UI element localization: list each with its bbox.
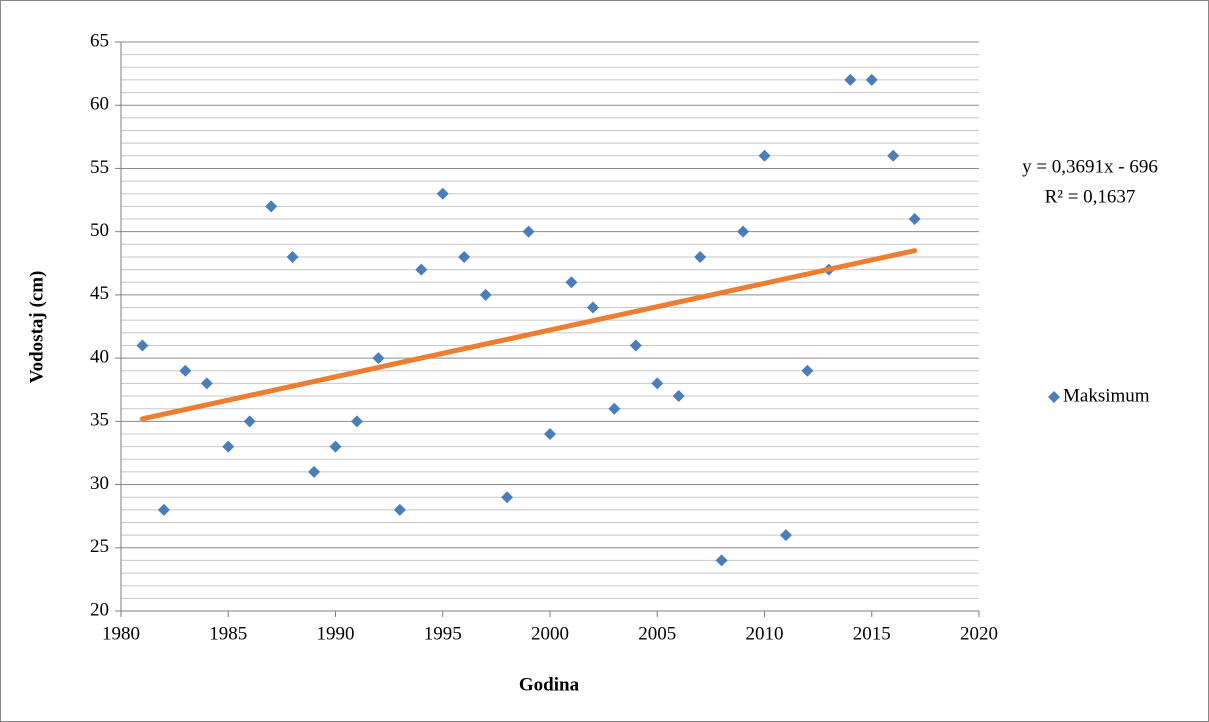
data-point — [544, 427, 556, 440]
x-axis-label: Godina — [519, 674, 580, 695]
data-point — [458, 250, 471, 263]
y-tick-label: 20 — [90, 599, 109, 620]
data-point — [801, 364, 814, 377]
data-point — [200, 377, 213, 390]
trend-equation: y = 0,3691x - 696 — [1022, 156, 1158, 177]
x-tick-label: 1985 — [209, 623, 247, 644]
y-tick-label: 45 — [90, 283, 109, 304]
x-tick-label: 2005 — [638, 623, 676, 644]
data-point — [479, 288, 492, 301]
data-point — [672, 390, 685, 403]
legend-label: Maksimum — [1063, 385, 1150, 406]
data-point — [629, 339, 642, 352]
y-tick-label: 35 — [90, 410, 109, 431]
data-point — [565, 276, 578, 289]
trendline — [139, 248, 918, 422]
data-point — [329, 440, 342, 453]
x-tick-label: 2020 — [960, 623, 998, 644]
y-tick-label: 65 — [90, 30, 109, 51]
data-point — [844, 73, 857, 86]
data-point — [436, 187, 449, 200]
y-tick-label: 50 — [90, 220, 109, 241]
data-point — [608, 402, 621, 415]
data-point — [715, 554, 728, 567]
data-point — [308, 465, 321, 478]
x-tick-label: 2010 — [746, 623, 784, 644]
data-point — [415, 263, 428, 276]
data-point — [372, 352, 385, 365]
data-point — [865, 73, 878, 86]
data-point — [136, 339, 149, 352]
data-point — [286, 250, 299, 263]
data-point — [265, 200, 278, 213]
y-tick-label: 40 — [90, 346, 109, 367]
data-point — [737, 225, 750, 238]
data-point — [222, 440, 235, 453]
data-point — [179, 364, 192, 377]
y-tick-label: 55 — [90, 157, 109, 178]
y-tick-label: 60 — [90, 94, 109, 115]
x-tick-label: 2000 — [531, 623, 569, 644]
data-point — [586, 301, 599, 314]
data-point — [243, 415, 256, 428]
x-tick-label: 1990 — [317, 623, 355, 644]
data-point — [908, 213, 921, 226]
trend-r-squared: R² = 0,1637 — [1045, 186, 1136, 207]
x-tick-label: 2015 — [853, 623, 891, 644]
data-point — [887, 149, 900, 162]
y-tick-label: 25 — [90, 536, 109, 557]
data-point — [350, 415, 363, 428]
data-point — [779, 529, 792, 542]
data-point — [501, 491, 514, 504]
legend-marker — [1048, 391, 1060, 403]
x-tick-label: 1995 — [424, 623, 462, 644]
y-axis-label: Vodostaj (cm) — [26, 271, 47, 384]
data-point — [157, 503, 170, 516]
y-tick-label: 30 — [90, 473, 109, 494]
data-point — [522, 225, 535, 238]
data-point — [694, 250, 707, 263]
x-tick-label: 1980 — [102, 623, 140, 644]
data-point — [651, 377, 664, 390]
data-point — [758, 149, 771, 162]
data-point — [393, 503, 406, 516]
